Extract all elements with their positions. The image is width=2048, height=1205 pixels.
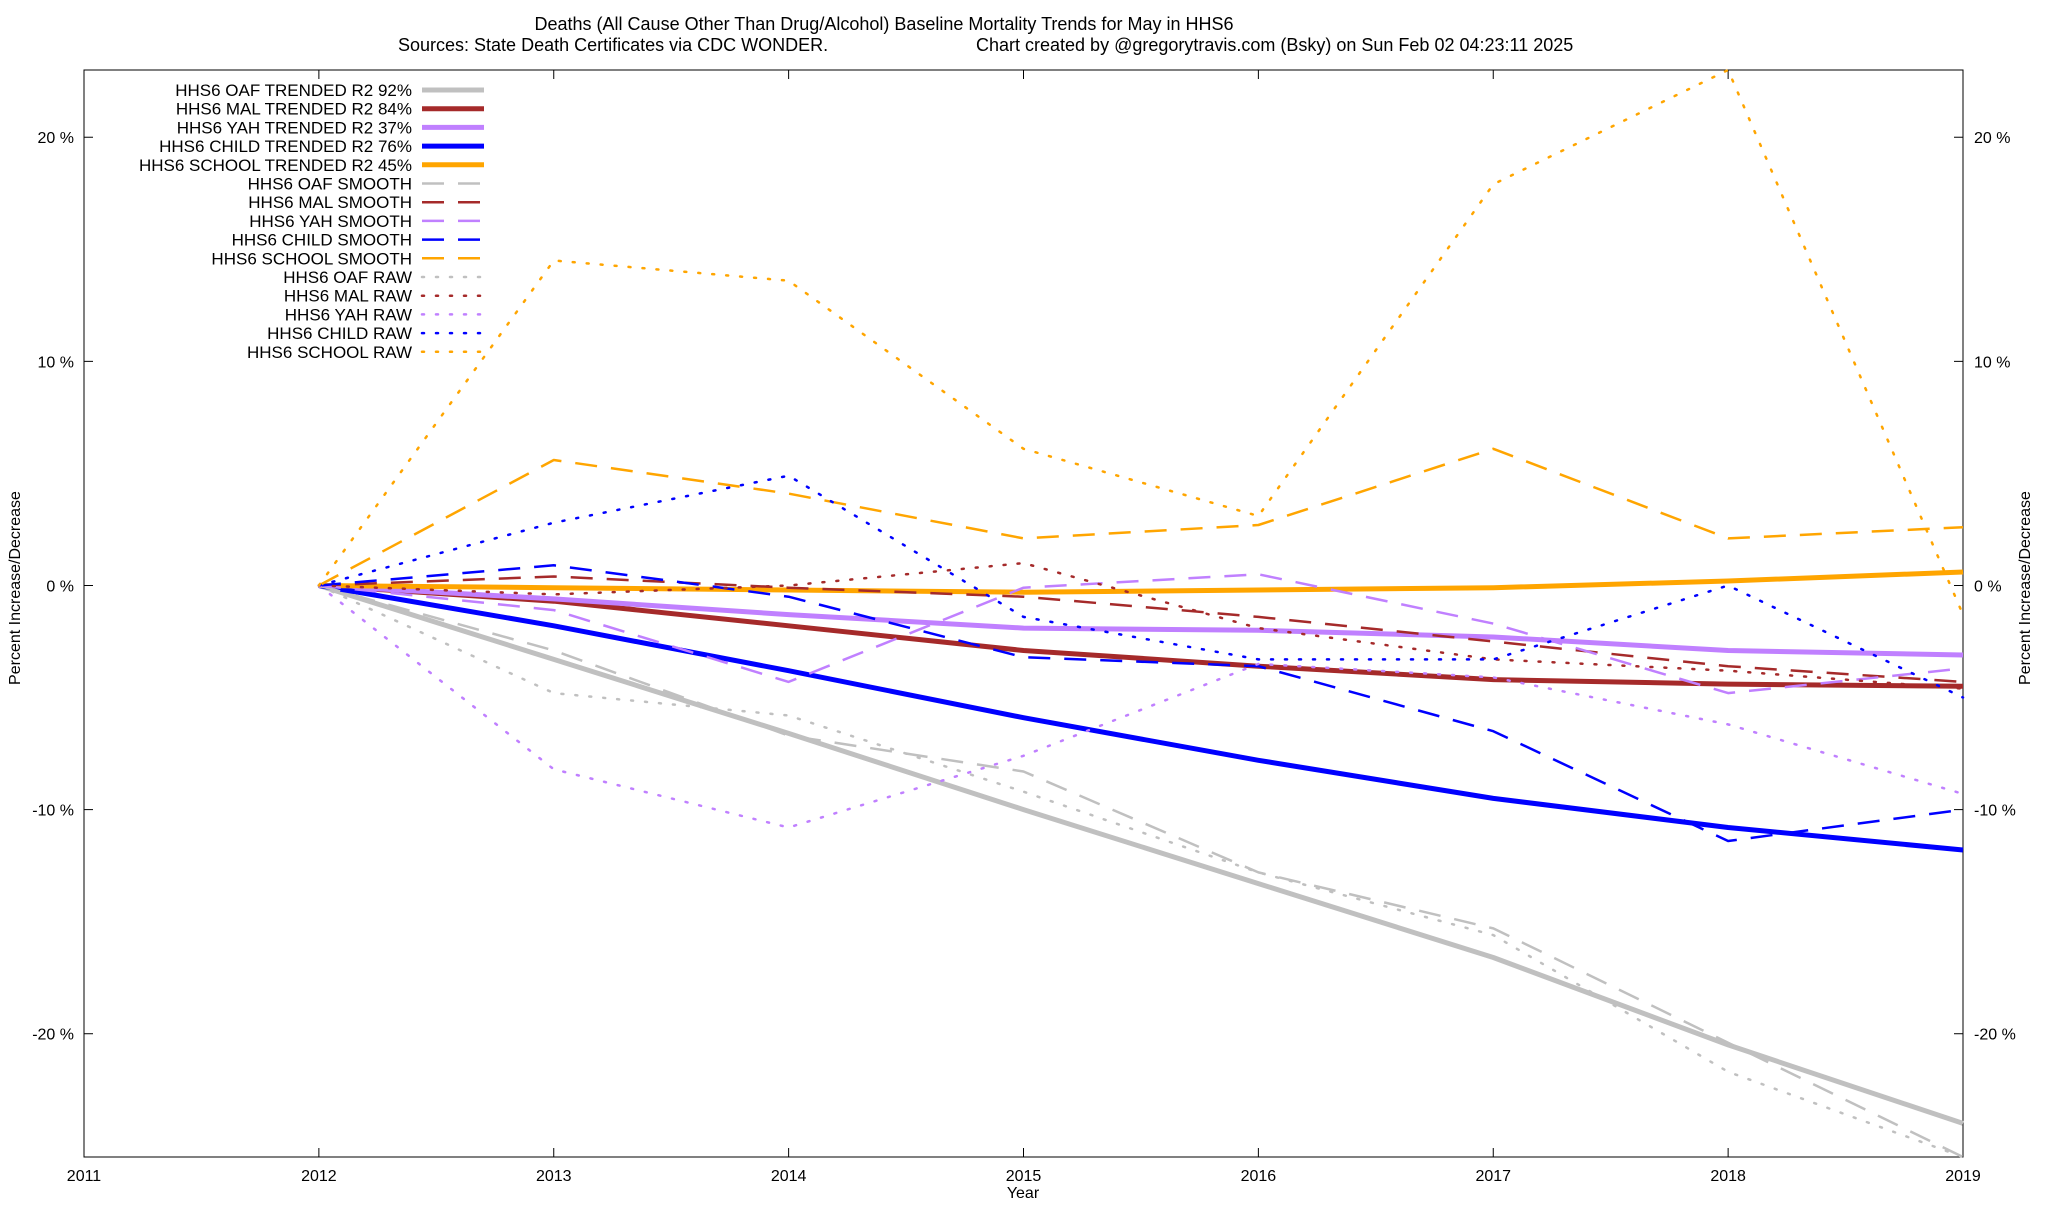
legend-label: HHS6 SCHOOL TRENDED R2 45% <box>139 156 412 175</box>
y-tick-label-left: -10 % <box>32 803 74 820</box>
x-tick-label: 2014 <box>771 1168 807 1185</box>
legend-label: HHS6 MAL RAW <box>284 287 412 306</box>
series-line-dotted-13 <box>317 474 1965 699</box>
series-line-solid-2 <box>318 583 1964 658</box>
x-tick-label: 2019 <box>1945 1168 1981 1185</box>
x-tick-label: 2012 <box>301 1168 337 1185</box>
x-axis-ticks: 2011 2012 2013 2014 2015 2016 2017 2018 2019 <box>67 70 1981 1185</box>
y-tick-label-left: -20 % <box>32 1027 74 1044</box>
x-axis-label: Year <box>1007 1185 1040 1200</box>
y-tick-label-right: 0 % <box>1974 578 2002 595</box>
series-line-dashed-5 <box>318 584 1964 1159</box>
y2-axis-label: Percent Increase/Decrease <box>2017 491 2034 685</box>
chart-subtitle-credit: Chart created by @gregorytravis.com (Bsk… <box>976 35 1573 55</box>
legend-label: HHS6 OAF SMOOTH <box>248 175 412 194</box>
series-line-dashed-6 <box>318 575 1964 684</box>
legend-label: HHS6 YAH SMOOTH <box>249 212 412 231</box>
legend-label: HHS6 OAF RAW <box>283 268 412 287</box>
series-line-solid-1 <box>318 583 1964 689</box>
x-tick-label: 2015 <box>1006 1168 1042 1185</box>
legend-label: HHS6 MAL SMOOTH <box>248 193 412 212</box>
y-tick-label-right: -10 % <box>1974 803 2016 820</box>
legend-label: HHS6 MAL TRENDED R2 84% <box>176 100 412 119</box>
chart-subtitle-source: Sources: State Death Certificates via CD… <box>398 35 828 55</box>
legend-label: HHS6 CHILD SMOOTH <box>232 231 412 250</box>
legend-label: HHS6 CHILD RAW <box>267 324 412 343</box>
chart-title: Deaths (All Cause Other Than Drug/Alcoho… <box>535 14 1234 34</box>
legend-label: HHS6 YAH RAW <box>285 305 412 324</box>
series-line-dashed-7 <box>318 573 1964 695</box>
legend-label: HHS6 SCHOOL RAW <box>247 343 412 362</box>
legend-label: HHS6 YAH TRENDED R2 37% <box>177 118 412 137</box>
y-axis-label: Percent Increase/Decrease <box>7 491 24 685</box>
legend-label: HHS6 OAF TRENDED R2 92% <box>175 81 412 100</box>
series-line-dotted-14 <box>317 68 1965 616</box>
x-tick-label: 2016 <box>1241 1168 1277 1185</box>
x-tick-label: 2011 <box>67 1168 102 1185</box>
y-tick-label-right: 20 % <box>1974 130 2010 147</box>
legend-label: HHS6 CHILD TRENDED R2 76% <box>159 137 412 156</box>
series-line-dotted-12 <box>317 584 1965 829</box>
legend-label: HHS6 SCHOOL SMOOTH <box>211 249 412 268</box>
series-line-solid-4 <box>318 569 1964 595</box>
y-tick-label-left: 10 % <box>38 354 74 371</box>
x-tick-label: 2018 <box>1710 1168 1746 1185</box>
series-layer <box>317 68 1965 1159</box>
series-line-dotted-10 <box>317 584 1965 1159</box>
y-axis-ticks: 20 % 20 % 10 % 10 % 0 % 0 % -10 % -10 % -20 % -20… <box>32 130 2016 1043</box>
y-tick-label-left: 0 % <box>46 578 74 595</box>
x-tick-label: 2017 <box>1475 1168 1511 1185</box>
series-line-solid-0 <box>318 583 1964 1126</box>
y-tick-label-right: -20 % <box>1974 1027 2016 1044</box>
series-line-dotted-11 <box>317 561 1965 690</box>
series-line-dashed-9 <box>318 447 1964 587</box>
series-line-solid-3 <box>318 583 1964 853</box>
y-tick-label-left: 20 % <box>38 130 74 147</box>
y-tick-label-right: 10 % <box>1974 354 2010 371</box>
legend: HHS6 OAF TRENDED R2 92%HHS6 MAL TRENDED … <box>139 81 486 362</box>
x-tick-label: 2013 <box>536 1168 572 1185</box>
series-line-dashed-8 <box>318 564 1964 843</box>
